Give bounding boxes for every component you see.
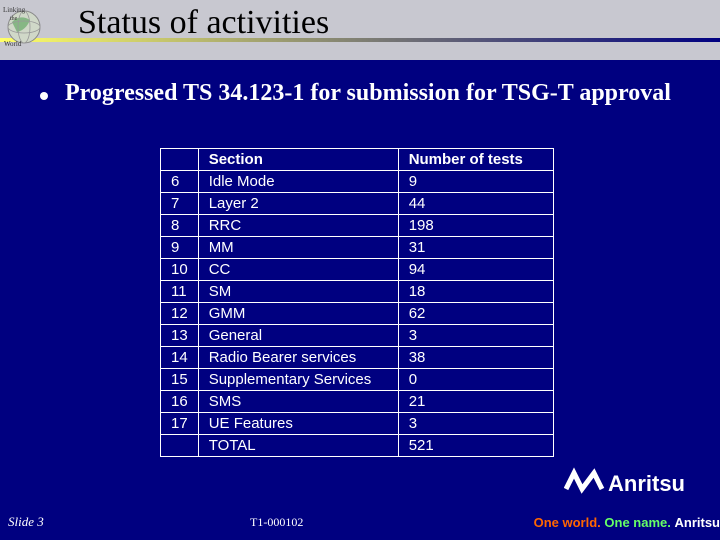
cell-section: MM (198, 237, 398, 259)
cell-section: UE Features (198, 413, 398, 435)
col-header-section: Section (198, 149, 398, 171)
cell-tests: 18 (398, 281, 553, 303)
cell-index: 11 (161, 281, 199, 303)
tagline-world: One world. (534, 515, 601, 530)
bullet-icon (40, 92, 48, 100)
cell-tests: 94 (398, 259, 553, 281)
table-row: 8RRC198 (161, 215, 554, 237)
cell-tests: 44 (398, 193, 553, 215)
table-total-row: TOTAL 521 (161, 435, 554, 457)
cell-tests: 198 (398, 215, 553, 237)
cell-section: Radio Bearer services (198, 347, 398, 369)
cell-tests: 62 (398, 303, 553, 325)
cell-index: 17 (161, 413, 199, 435)
total-label: TOTAL (198, 435, 398, 457)
cell-tests: 3 (398, 325, 553, 347)
svg-text:the: the (10, 16, 18, 22)
svg-text:World: World (4, 40, 22, 48)
tagline-name: One name. (604, 515, 670, 530)
col-header-tests: Number of tests (398, 149, 553, 171)
tagline: One world. One name. Anritsu (534, 515, 720, 530)
table-row: 15Supplementary Services0 (161, 369, 554, 391)
cell-index: 8 (161, 215, 199, 237)
cell-tests: 9 (398, 171, 553, 193)
col-header-index (161, 149, 199, 171)
cell-index: 14 (161, 347, 199, 369)
cell-section: General (198, 325, 398, 347)
cell-index: 10 (161, 259, 199, 281)
table-row: 10CC94 (161, 259, 554, 281)
slide-number: Slide 3 (8, 514, 44, 530)
cell-section: RRC (198, 215, 398, 237)
table-row: 11SM18 (161, 281, 554, 303)
cell-index: 9 (161, 237, 199, 259)
cell-tests: 38 (398, 347, 553, 369)
bullet-text: Progressed TS 34.123-1 for submission fo… (65, 78, 685, 108)
table-row: 14Radio Bearer services38 (161, 347, 554, 369)
cell-section: Supplementary Services (198, 369, 398, 391)
cell-section: GMM (198, 303, 398, 325)
tests-table: Section Number of tests 6Idle Mode97Laye… (160, 148, 554, 457)
table-row: 9MM31 (161, 237, 554, 259)
anritsu-logo: Anritsu (564, 467, 714, 504)
table-row: 16SMS21 (161, 391, 554, 413)
cell-section: Idle Mode (198, 171, 398, 193)
cell-section: CC (198, 259, 398, 281)
cell-index: 12 (161, 303, 199, 325)
total-value: 521 (398, 435, 553, 457)
table-row: 13General3 (161, 325, 554, 347)
tagline-brand: Anritsu (675, 515, 720, 530)
cell-index: 13 (161, 325, 199, 347)
table-header-row: Section Number of tests (161, 149, 554, 171)
cell-index: 6 (161, 171, 199, 193)
table-row: 6Idle Mode9 (161, 171, 554, 193)
cell-tests: 0 (398, 369, 553, 391)
cell-section: SMS (198, 391, 398, 413)
globe-icon: Linking the World (2, 2, 52, 52)
cell-section: SM (198, 281, 398, 303)
slide-title: Status of activities (78, 4, 329, 42)
table-row: 12GMM62 (161, 303, 554, 325)
cell-index: 7 (161, 193, 199, 215)
svg-text:Linking: Linking (3, 6, 26, 14)
cell-index: 16 (161, 391, 199, 413)
svg-text:Anritsu: Anritsu (608, 471, 685, 496)
cell-index: 15 (161, 369, 199, 391)
cell-section: Layer 2 (198, 193, 398, 215)
table-row: 7Layer 244 (161, 193, 554, 215)
cell-tests: 21 (398, 391, 553, 413)
doc-id: T1-000102 (250, 515, 303, 530)
cell-tests: 3 (398, 413, 553, 435)
cell-tests: 31 (398, 237, 553, 259)
table-row: 17UE Features3 (161, 413, 554, 435)
